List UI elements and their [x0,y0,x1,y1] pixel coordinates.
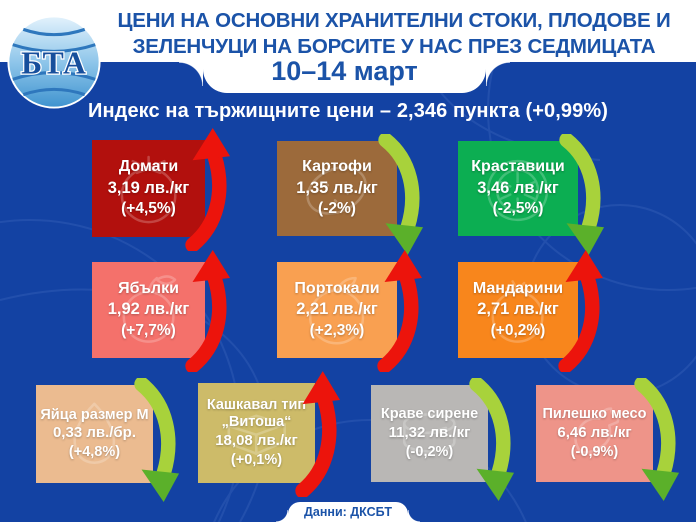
product-card-text: Картофи 1,35 лв./кг (-2%) [277,155,397,221]
product-card-text: Краставици 3,46 лв./кг (-2,5%) [458,155,578,221]
pill-fillet-left [276,510,288,522]
product-name: Домати [118,158,179,176]
product-change: (+0,1%) [230,452,283,468]
product-price: 11,32 лв./кг [388,423,471,441]
product-change: (+4,5%) [121,200,176,218]
product-price: 18,08 лв./кг [215,432,298,450]
product-name: Ябълки [118,279,179,297]
product-card: Картофи 1,35 лв./кг (-2%) [277,132,424,256]
product-price: 1,92 лв./кг [107,300,190,319]
tab-fillet-left [179,62,203,86]
product-name: Краставици [471,158,565,176]
product-card: Краве сирене 11,32 лв./кг (-0,2%) [371,376,515,501]
product-card: Мандарини 2,71 лв./кг (+0,2%) [458,250,604,374]
product-card-text: Яйца размер М 0,33 лв./бр. (+4,8%) [36,405,153,464]
product-change: (+0,2%) [490,321,546,339]
product-name: Краве сирене [380,406,479,423]
product-card-text: Краве сирене 11,32 лв./кг (-0,2%) [371,404,488,463]
product-card: Домати 3,19 лв./кг (+4,5%) [92,128,231,253]
data-source-label: Данни: ДКСБТ [304,505,392,519]
product-card-text: Ябълки 1,92 лв./кг (+7,7%) [92,277,205,343]
product-card: Ябълки 1,92 лв./кг (+7,7%) [92,250,231,374]
product-change: (-2,5%) [492,200,544,218]
product-card: Яйца размер М 0,33 лв./бр. (+4,8%) [36,376,180,502]
price-index-line: Индекс на тържищните цени – 2,346 пункта… [88,100,608,122]
product-price: 6,46 лв./кг [557,423,632,441]
title-line-1: ЦЕНИ НА ОСНОВНИ ХРАНИТЕЛНИ СТОКИ, ПЛОДОВ… [117,9,671,32]
product-price: 1,35 лв./кг [296,178,378,197]
product-price: 3,19 лв./кг [107,178,190,197]
product-name: Портокали [294,279,380,297]
bta-logo-text: БТА [21,46,87,81]
product-card-text: Портокали 2,21 лв./кг (+2,3%) [277,277,397,343]
title-line-2: ЗЕЛЕНЧУЦИ НА БОРСИТЕ У НАС ПРЕЗ СЕДМИЦАТ… [132,35,656,58]
product-card-text: Кашкавал тип „Витоша“ 18,08 лв./кг (+0,1%) [198,395,315,472]
product-card: Краставици 3,46 лв./кг (-2,5%) [458,132,605,256]
bta-logo: БТА [6,14,102,110]
pill-fillet-right [408,510,420,522]
product-name: Яйца размер М [40,406,149,423]
product-change: (-0,2%) [405,443,454,460]
product-price: 3,46 лв./кг [477,178,559,197]
product-card: Портокали 2,21 лв./кг (+2,3%) [277,250,423,374]
product-change: (+7,7%) [121,321,176,339]
product-price: 2,21 лв./кг [296,300,378,319]
product-card-text: Мандарини 2,71 лв./кг (+0,2%) [458,277,578,343]
product-name: Кашкавал тип „Витоша“ [206,396,307,431]
product-card: Пилешко месо 6,46 лв./кг (-0,9%) [536,376,680,501]
product-name: Картофи [302,158,372,176]
product-name: Пилешко месо [542,406,647,423]
product-change: (+2,3%) [309,321,365,339]
product-price: 0,33 лв./бр. [52,424,137,442]
globe-icon [7,15,101,109]
product-change: (-0,9%) [570,443,619,460]
product-card-text: Домати 3,19 лв./кг (+4,5%) [92,155,205,221]
product-card-text: Пилешко месо 6,46 лв./кг (-0,9%) [536,404,653,463]
product-change: (+4,8%) [68,444,121,461]
data-source-pill: Данни: ДКСБТ [276,502,420,522]
header-date: 10–14 март [271,56,418,86]
product-name: Мандарини [472,279,564,297]
product-card: Кашкавал тип „Витоша“ 18,08 лв./кг (+0,1%) [198,371,341,499]
tab-fillet-right [486,62,510,86]
product-price: 2,71 лв./кг [477,300,559,319]
product-change: (-2%) [318,200,356,218]
header-date-tab: 10–14 март [179,0,510,93]
page-title: ЦЕНИ НА ОСНОВНИ ХРАНИТЕЛНИ СТОКИ, ПЛОДОВ… [104,8,684,60]
